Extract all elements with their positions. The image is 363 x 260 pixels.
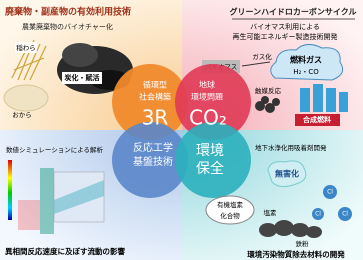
atom-label: Cl: [327, 189, 333, 196]
circle-big-label: CO₂: [189, 106, 227, 130]
cloud-label: 無害化: [275, 169, 299, 179]
okara-image: [4, 85, 48, 111]
section-title: 環境汚染物質除去材料の開発: [247, 249, 345, 259]
section-title: グリーンハイドロカーボンサイクル: [229, 7, 356, 17]
circle-label: 社会構築: [139, 92, 171, 102]
section-subtitle: 再生可能エネルギー製造技術開発: [233, 32, 338, 41]
diagram: 廃棄物・副産物の有効利用技術 農業廃棄物のバイオチャー化 稲わら 炭化・賦活 お…: [0, 0, 363, 260]
section-subtitle: 数値シミュレーションによる解析: [6, 145, 104, 154]
center-circle: [175, 122, 251, 198]
section-subtitle: バイオマス利用による: [250, 22, 320, 31]
image-label: 稲わら: [16, 43, 36, 52]
circle-label: 環境問題: [191, 92, 223, 102]
circle-label: 基盤技術: [133, 155, 173, 168]
image-label: 鉄粉: [296, 239, 310, 248]
section-title: 異相間反応速度に及ぼす流動の影響: [5, 246, 125, 256]
process-label: 炭化・賦活: [65, 73, 100, 82]
cloud-label: H₂・CO: [293, 68, 319, 76]
arrow-label: 塩素: [264, 208, 278, 217]
atom-label: Cl: [315, 211, 321, 218]
cloud-label: 燃料ガス: [290, 55, 322, 65]
colorbar: [8, 160, 12, 220]
circle-label: 環境: [196, 143, 224, 159]
oval-label: 有機塩素: [217, 200, 244, 209]
image-label: おから: [12, 111, 32, 119]
box-label: 合成燃料: [302, 115, 331, 124]
circle-label: 循環型: [143, 80, 167, 90]
circle-label: 反応工学: [133, 141, 173, 154]
arrow-label: ガス化: [252, 52, 272, 61]
section-title: 廃棄物・副産物の有効利用技術: [5, 6, 131, 18]
circle-label: 地球: [199, 80, 215, 90]
atom-label: Cl: [342, 211, 348, 218]
circle-big-label: 3R: [142, 106, 169, 130]
circle-label: 保全: [196, 160, 224, 177]
section-subtitle: 地下水浄化用吸着剤開発: [255, 143, 327, 152]
arrow-label: 触媒反応: [255, 86, 282, 95]
oval-label: 化合物: [220, 211, 240, 220]
section-subtitle: 農業廃棄物のバイオチャー化: [22, 22, 113, 31]
